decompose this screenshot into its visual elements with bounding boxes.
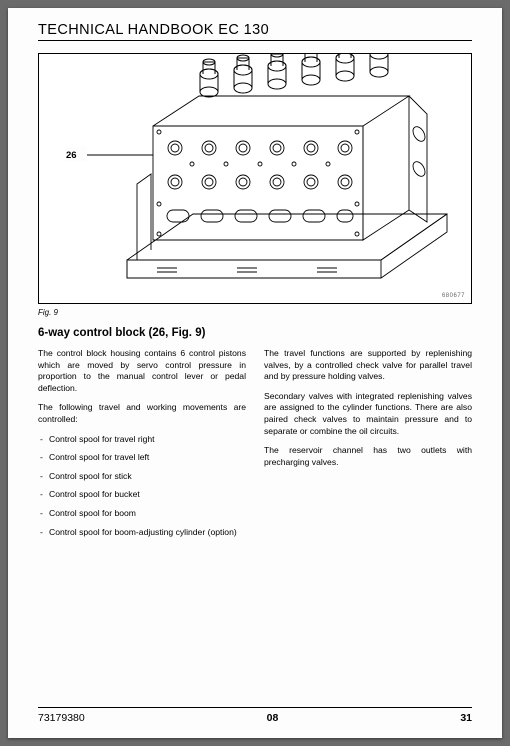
figure-caption: Fig. 9: [38, 308, 472, 317]
right-paragraph-2: Secondary valves with integrated repleni…: [264, 391, 472, 437]
right-column: The travel functions are supported by re…: [264, 348, 472, 545]
body-columns: The control block housing contains 6 con…: [38, 348, 472, 545]
document-page: TECHNICAL HANDBOOK EC 130 26 680677: [8, 8, 502, 738]
header-title: TECHNICAL HANDBOOK EC 130: [38, 22, 472, 38]
list-item: Control spool for travel right: [38, 434, 246, 446]
left-paragraph-2: The following travel and working movemen…: [38, 402, 246, 425]
control-spool-list: Control spool for travel right Control s…: [38, 434, 246, 539]
footer-page-number: 31: [460, 712, 472, 724]
left-column: The control block housing contains 6 con…: [38, 348, 246, 545]
callout-26: 26: [66, 150, 77, 161]
list-item: Control spool for travel left: [38, 452, 246, 464]
list-item: Control spool for boom-adjusting cylinde…: [38, 527, 246, 539]
footer-section-number: 08: [267, 712, 279, 724]
right-paragraph-3: The reservoir channel has two outlets wi…: [264, 445, 472, 468]
section-title: 6-way control block (26, Fig. 9): [38, 327, 472, 339]
figure-image-id: 680677: [442, 293, 465, 299]
list-item: Control spool for stick: [38, 471, 246, 483]
control-block-illustration: [39, 54, 471, 303]
right-paragraph-1: The travel functions are supported by re…: [264, 348, 472, 383]
footer-doc-number: 73179380: [38, 712, 85, 724]
figure-9: 26 680677: [38, 53, 472, 304]
page-header: TECHNICAL HANDBOOK EC 130: [38, 22, 472, 41]
list-item: Control spool for bucket: [38, 489, 246, 501]
list-item: Control spool for boom: [38, 508, 246, 520]
left-paragraph-1: The control block housing contains 6 con…: [38, 348, 246, 394]
page-footer: 73179380 08 31: [38, 707, 472, 724]
